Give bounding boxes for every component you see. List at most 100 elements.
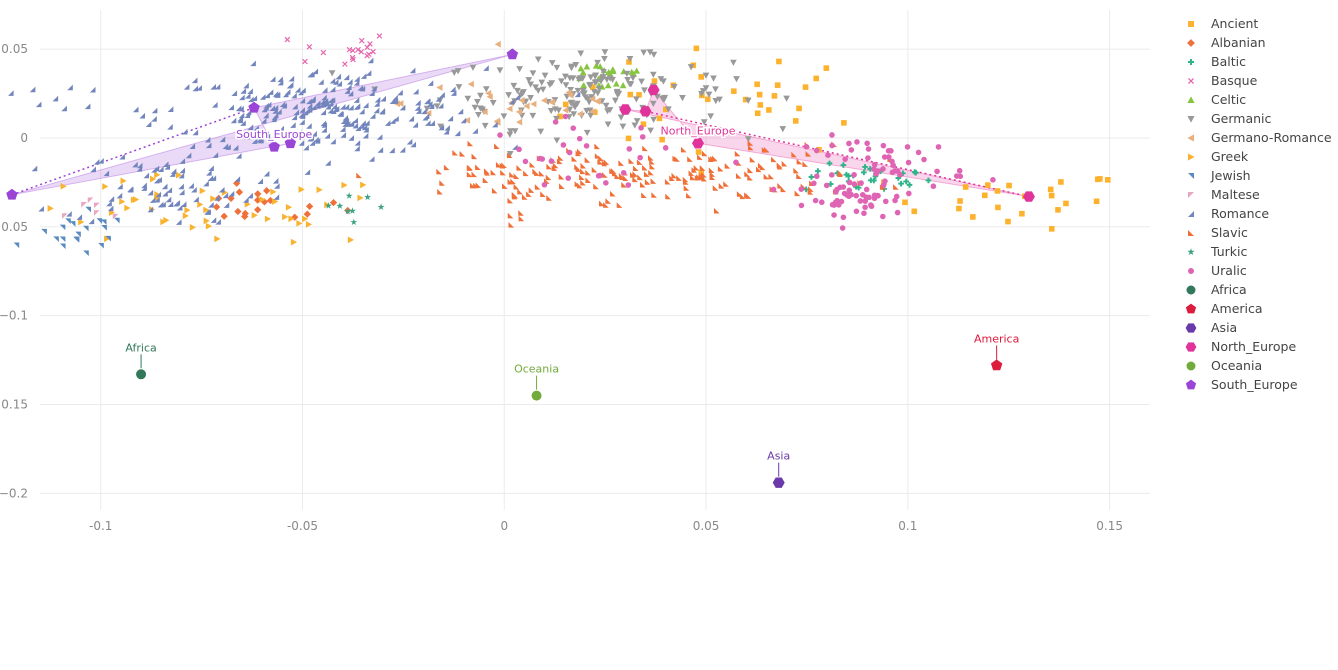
point-romance [342, 121, 348, 127]
legend-symbol [1187, 38, 1195, 47]
point-romance [312, 68, 319, 75]
point-basque [349, 54, 356, 61]
point-romance [318, 79, 324, 85]
point-slavic [680, 146, 687, 153]
point-romance [342, 115, 349, 121]
point-romance [228, 190, 235, 197]
point-slavic [559, 183, 565, 190]
point-jewish [83, 250, 89, 257]
point-slavic [471, 171, 478, 178]
point-germanic [615, 90, 623, 97]
point-greek [251, 211, 258, 219]
point-romance [230, 117, 237, 124]
point-romance [389, 98, 396, 104]
legend-symbol [1185, 341, 1197, 352]
legend-item-ancient[interactable]: Ancient [1180, 14, 1332, 33]
point-greek [285, 203, 293, 211]
legend-item-slavic[interactable]: Slavic [1180, 223, 1332, 242]
point-germanic [700, 119, 708, 126]
point-uralic [892, 168, 898, 174]
point-albanian [227, 194, 235, 203]
point-romance [265, 101, 272, 108]
point-slavic [518, 210, 524, 216]
point-slavic [609, 190, 616, 197]
point-germanic [328, 70, 336, 77]
point-germanic [529, 70, 537, 77]
point-romance [139, 112, 146, 119]
point-basque [355, 46, 361, 53]
point-romance [450, 86, 456, 93]
point-uralic [662, 145, 669, 151]
legend-item-germanic[interactable]: Germanic [1180, 109, 1332, 128]
x-tick-label: 0.15 [1096, 519, 1123, 530]
point-germanic [623, 70, 631, 77]
legend-item-africa[interactable]: Africa [1180, 280, 1332, 299]
point-germano-romance [523, 102, 530, 110]
point-germanic [541, 72, 549, 79]
point-germanic [629, 75, 637, 82]
point-uralic [871, 166, 877, 172]
point-romance [414, 105, 421, 111]
point-germanic [474, 98, 481, 106]
point-slavic [482, 177, 489, 184]
legend-symbol [1188, 20, 1194, 27]
point-germano-romance [589, 108, 596, 115]
point-slavic [501, 162, 507, 168]
point-romance [89, 86, 96, 93]
point-romance [377, 147, 384, 153]
point-romance [363, 126, 369, 133]
legend-item-north_europe[interactable]: North_Europe [1180, 337, 1332, 356]
point-greek [78, 218, 85, 226]
point-germanic [517, 92, 525, 99]
point-romance [321, 87, 328, 93]
point-slavic [664, 178, 671, 185]
point-ancient [802, 84, 809, 90]
point-baltic [925, 177, 932, 184]
point-romance [264, 133, 271, 140]
legend-item-germano-romance[interactable]: Germano-Romance [1180, 128, 1332, 147]
point-uralic [829, 132, 835, 138]
legend-item-baltic[interactable]: Baltic [1180, 52, 1332, 71]
legend-marker-icon [1188, 267, 1194, 274]
point-germanic [604, 108, 611, 115]
point-romance [347, 90, 354, 97]
legend-label: Basque [1211, 73, 1258, 88]
point-romance [574, 91, 581, 98]
legend-item-celtic[interactable]: Celtic [1180, 90, 1332, 109]
point-baltic [898, 180, 904, 187]
point-slavic [757, 162, 764, 169]
point-romance [421, 108, 427, 115]
legend-item-south_europe[interactable]: South_Europe [1180, 375, 1332, 394]
legend-item-america[interactable]: America [1180, 299, 1332, 318]
point-greek [120, 177, 127, 185]
point-germanic [568, 99, 576, 106]
point-germanic [477, 105, 484, 112]
point-uralic [639, 134, 646, 140]
point-slavic [526, 191, 532, 197]
legend-item-romance[interactable]: Romance [1180, 204, 1332, 223]
point-germanic [553, 64, 561, 72]
point-albanian [254, 196, 262, 204]
legend-item-basque[interactable]: Basque [1180, 71, 1332, 90]
legend-item-albanian[interactable]: Albanian [1180, 33, 1332, 52]
point-romance [352, 117, 358, 124]
point-basque [367, 41, 373, 47]
point-romance [307, 71, 314, 78]
point-slavic [647, 155, 654, 161]
legend-item-oceania[interactable]: Oceania [1180, 356, 1332, 375]
legend-item-turkic[interactable]: Turkic [1180, 242, 1332, 261]
point-basque [358, 48, 365, 55]
legend-item-maltese[interactable]: Maltese [1180, 185, 1332, 204]
point-romance [117, 183, 123, 190]
legend-marker-icon [1188, 191, 1194, 198]
legend-item-jewish[interactable]: Jewish [1180, 166, 1332, 185]
point-romance [508, 98, 515, 105]
point-romance [155, 191, 162, 198]
legend-marker-icon [1187, 247, 1195, 255]
legend-item-uralic[interactable]: Uralic [1180, 261, 1332, 280]
legend-item-asia[interactable]: Asia [1180, 318, 1332, 337]
legend-item-greek[interactable]: Greek [1180, 147, 1332, 166]
point-romance [119, 153, 125, 160]
legend-label: Oceania [1211, 358, 1263, 373]
point-romance [299, 113, 306, 119]
